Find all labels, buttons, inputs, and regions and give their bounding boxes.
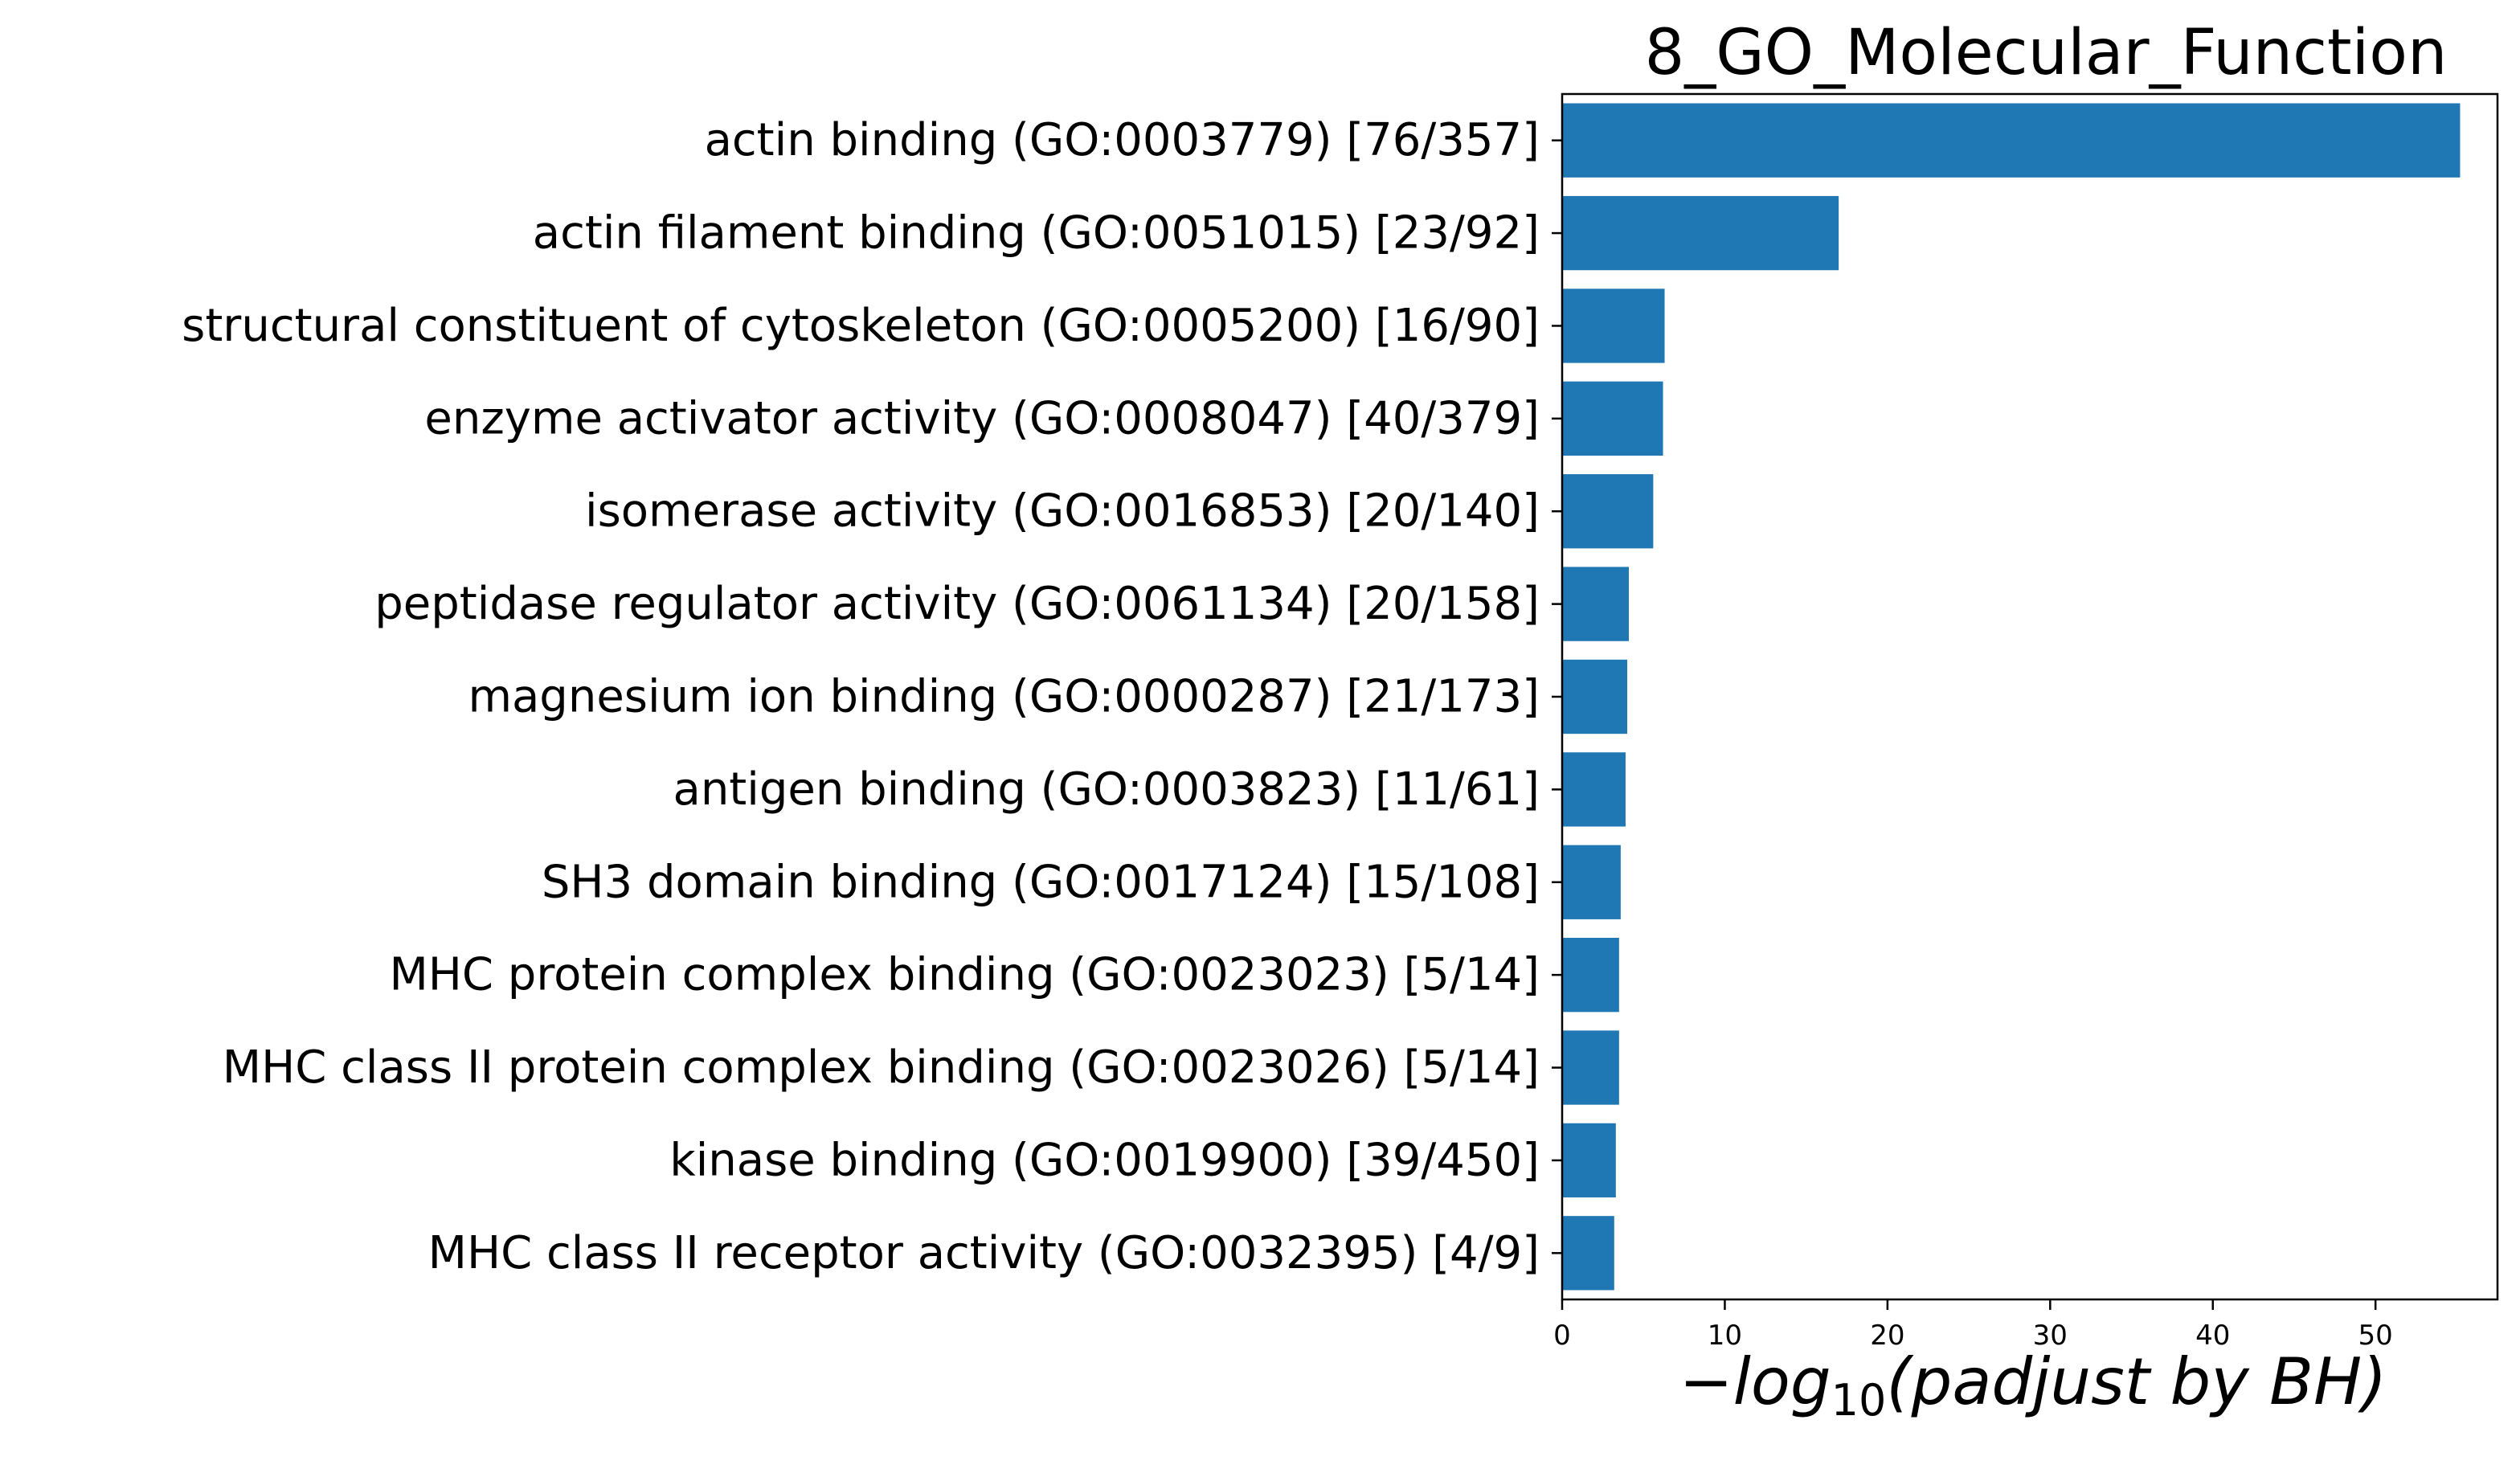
bar-0 [1562,103,2461,178]
category-label-2: structural constituent of cytoskeleton (… [182,300,1540,352]
category-label-6: magnesium ion binding (GO:0000287) [21/1… [468,671,1540,723]
x-tick-label-0: 0 [1553,1320,1571,1352]
category-label-4: isomerase activity (GO:0016853) [20/140] [585,485,1540,538]
category-label-3: enzyme activator activity (GO:0008047) [… [424,392,1540,444]
bar-5 [1562,567,1629,641]
x-tick-label-3: 30 [2033,1320,2068,1352]
bar-9 [1562,938,1619,1013]
x-tick-label-1: 10 [1708,1320,1742,1352]
bar-3 [1562,381,1663,456]
x-axis-label-subscript: 10 [1831,1375,1887,1426]
bar-12 [1562,1216,1614,1291]
bar-7 [1562,752,1626,827]
category-label-5: peptidase regulator activity (GO:0061134… [374,578,1540,630]
chart-title: 8_GO_Molecular_Function [1645,17,2448,89]
bar-1 [1562,195,1839,271]
category-label-0: actin binding (GO:0003779) [76/357] [705,114,1540,166]
x-tick-label-4: 40 [2195,1320,2230,1352]
x-axis-label: −log10(padjust by BH) [1679,1344,2387,1426]
plot-frame [1561,92,2499,1301]
bar-8 [1562,845,1621,919]
x-axis-label-suffix: (padjust by BH) [1886,1344,2387,1419]
category-label-11: kinase binding (GO:0019900) [39/450] [669,1134,1540,1186]
category-label-1: actin filament binding (GO:0051015) [23/… [533,207,1540,260]
x-axis-label-prefix: −log [1679,1344,1831,1419]
bar-4 [1562,474,1654,549]
bar-10 [1562,1030,1619,1105]
category-label-9: MHC protein complex binding (GO:0023023)… [389,949,1540,1001]
x-tick-label-2: 20 [1870,1320,1904,1352]
category-label-8: SH3 domain binding (GO:0017124) [15/108] [542,856,1540,908]
bar-2 [1562,288,1665,363]
bar-6 [1562,659,1627,734]
category-label-7: antigen binding (GO:0003823) [11/61] [673,763,1540,816]
bar-11 [1562,1123,1616,1198]
x-tick-label-5: 50 [2358,1320,2393,1352]
category-label-12: MHC class II receptor activity (GO:00323… [428,1227,1540,1279]
category-label-10: MHC class II protein complex binding (GO… [223,1041,1540,1094]
